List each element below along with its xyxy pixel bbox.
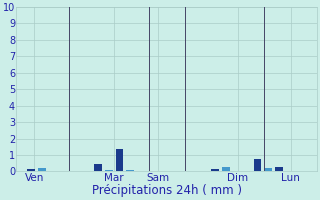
Bar — [116, 149, 124, 171]
Bar — [38, 168, 46, 171]
Bar — [264, 168, 272, 171]
Bar — [126, 170, 134, 171]
Bar — [253, 159, 261, 171]
Bar — [27, 169, 35, 171]
X-axis label: Précipitations 24h ( mm ): Précipitations 24h ( mm ) — [92, 184, 242, 197]
Bar — [94, 164, 102, 171]
Bar — [105, 170, 113, 171]
Bar — [222, 167, 230, 171]
Bar — [211, 169, 219, 171]
Bar — [275, 167, 283, 171]
